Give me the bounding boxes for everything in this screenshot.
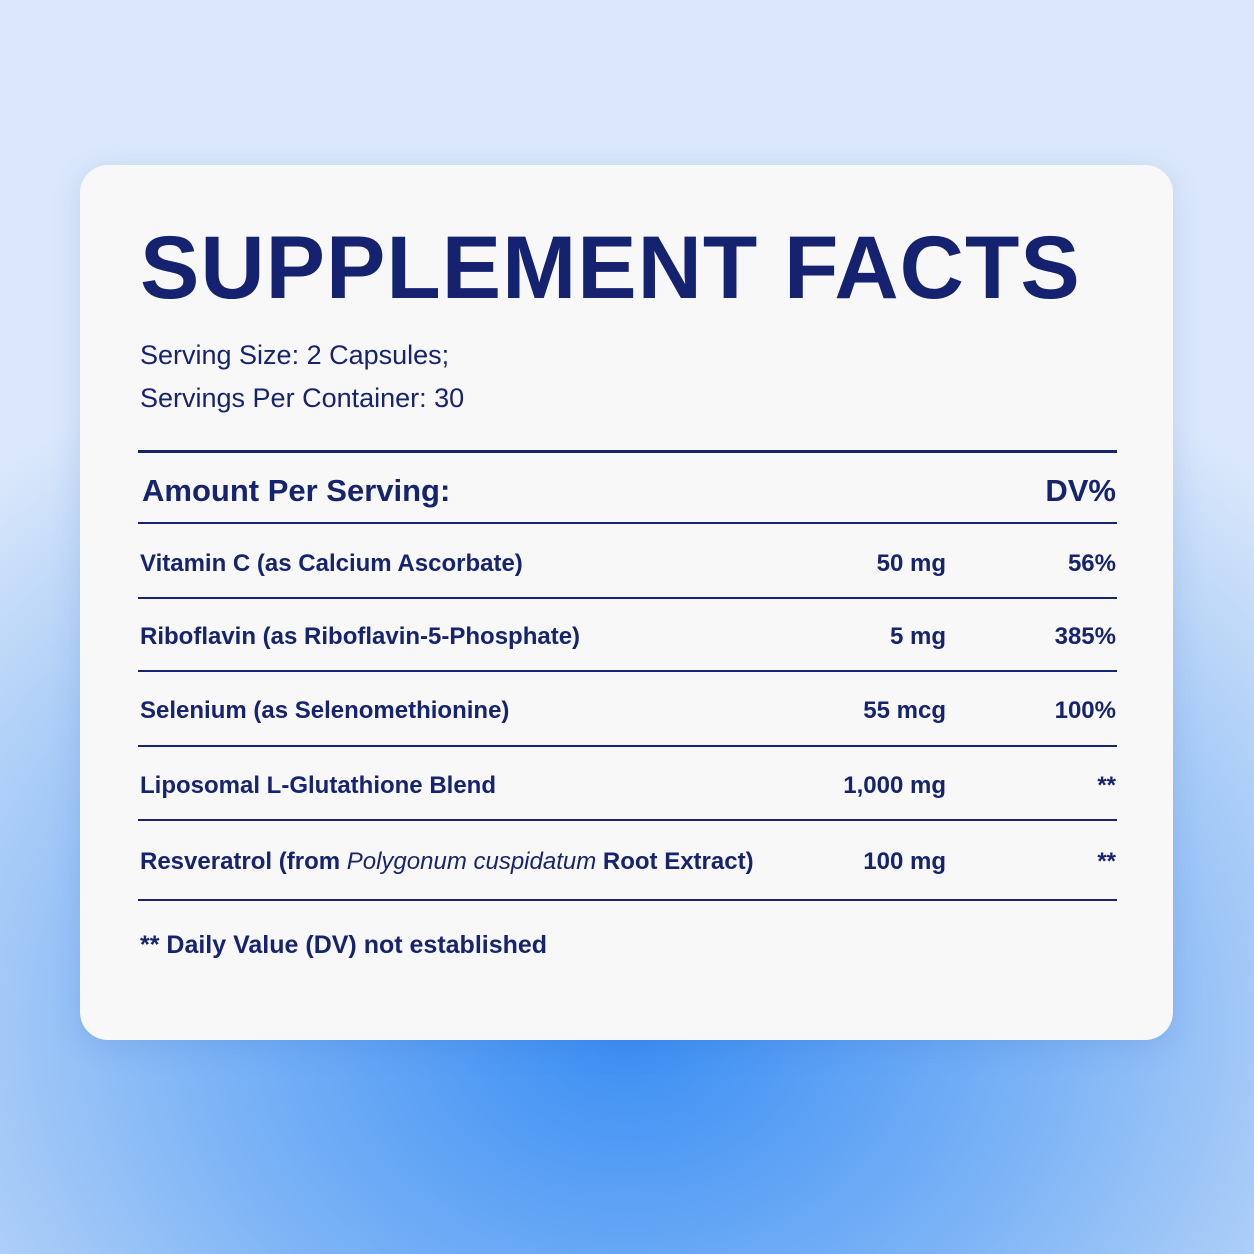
name-text: Root Extract) xyxy=(602,848,754,875)
name-italic: Polygonum cuspidatum xyxy=(346,848,597,875)
divider xyxy=(138,819,1117,821)
divider xyxy=(138,899,1117,901)
supplement-facts-card: SUPPLEMENT FACTS Serving Size: 2 Capsule… xyxy=(80,165,1173,1040)
ingredient-name: Liposomal L-Glutathione Blend xyxy=(140,772,496,799)
serving-size: Serving Size: 2 Capsules; xyxy=(140,340,450,370)
divider xyxy=(138,450,1117,453)
amount: 55 mcg xyxy=(863,697,946,724)
daily-value: ** xyxy=(1097,848,1116,875)
amount: 100 mg xyxy=(863,848,946,875)
ingredient-name: Riboflavin (as Riboflavin-5-Phosphate) xyxy=(140,623,581,650)
title: SUPPLEMENT FACTS xyxy=(140,217,1081,317)
divider xyxy=(138,670,1117,672)
daily-value: 56% xyxy=(1067,550,1116,577)
name-text: Resveratrol (from xyxy=(140,848,341,875)
ingredient-name: Vitamin C (as Calcium Ascorbate) xyxy=(140,550,523,577)
servings-per-container: Servings Per Container: 30 xyxy=(140,383,465,413)
divider xyxy=(138,745,1117,747)
daily-value: 385% xyxy=(1054,623,1116,650)
amount: 1,000 mg xyxy=(843,772,946,799)
footnote: ** Daily Value (DV) not established xyxy=(140,931,548,959)
daily-value: 100% xyxy=(1054,697,1116,724)
ingredient-name: Selenium (as Selenomethionine) xyxy=(140,697,510,724)
amount: 50 mg xyxy=(876,550,946,577)
amount: 5 mg xyxy=(889,623,946,650)
amount-header: Amount Per Serving: xyxy=(142,473,451,508)
dv-header: DV% xyxy=(1045,473,1116,508)
divider xyxy=(138,597,1117,599)
divider xyxy=(138,522,1117,524)
daily-value: ** xyxy=(1097,772,1116,799)
ingredient-name: Resveratrol (from Polygonum cuspidatum R… xyxy=(140,845,754,879)
